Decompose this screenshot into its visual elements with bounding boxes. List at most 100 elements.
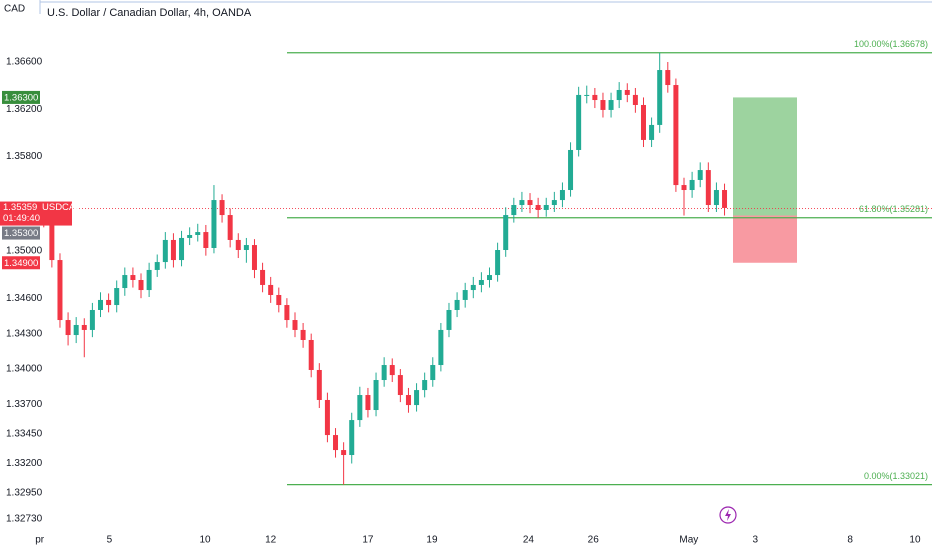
- candle-body: [665, 70, 671, 86]
- candle-body: [649, 124, 655, 140]
- candle-body: [657, 70, 663, 125]
- y-tick-label: 1.36200: [6, 104, 43, 115]
- candle-body: [535, 205, 541, 210]
- candle-body: [122, 275, 128, 289]
- candle-body: [57, 260, 63, 321]
- candle-body: [341, 450, 347, 456]
- y-tick-label: 1.36600: [6, 57, 43, 68]
- candle-body: [235, 239, 241, 251]
- candle-body: [592, 94, 598, 101]
- x-tick-label: May: [679, 535, 698, 546]
- candle-body: [405, 395, 411, 406]
- candle-body: [179, 237, 185, 261]
- candle-body: [276, 294, 282, 306]
- candle-body: [49, 220, 55, 261]
- candle-body: [600, 100, 606, 110]
- y-tick-label: 1.33450: [6, 429, 43, 440]
- x-tick-label: 5: [107, 535, 113, 546]
- candle-body: [138, 279, 144, 291]
- x-tick-label: 3: [753, 535, 759, 546]
- candle-body: [219, 200, 225, 216]
- event-icon[interactable]: [719, 506, 737, 524]
- y-tick-label: 1.33700: [6, 399, 43, 410]
- symbol-label: USDCAD: [42, 202, 82, 213]
- y-tick-label: 1.32730: [6, 514, 43, 525]
- candle-body: [478, 279, 484, 285]
- candle-body: [106, 299, 112, 306]
- x-tick-label: 12: [265, 535, 277, 546]
- chart-title: U.S. Dollar / Canadian Dollar, 4h, OANDA: [47, 7, 252, 19]
- candle-body: [357, 395, 363, 421]
- candle-body: [365, 395, 371, 411]
- position-tag: [2, 90, 40, 104]
- candle-body: [551, 200, 557, 206]
- candle-body: [243, 245, 249, 251]
- candle-body: [422, 380, 428, 391]
- candle-body: [430, 365, 436, 381]
- candle-body: [195, 232, 201, 236]
- candle-body: [187, 235, 193, 238]
- x-tick-label: 10: [199, 535, 211, 546]
- candle-body: [89, 309, 95, 330]
- candle-body: [397, 375, 403, 396]
- candle-body: [576, 94, 582, 150]
- candle-body: [511, 205, 517, 216]
- position-tag: [2, 226, 40, 240]
- candle-body: [292, 320, 298, 330]
- candle-body: [462, 290, 468, 300]
- candle-body: [130, 275, 136, 280]
- candle-body: [673, 85, 679, 186]
- x-tick-label: pr: [35, 535, 45, 546]
- candle-body: [568, 149, 574, 191]
- y-tick-label: 1.35000: [6, 246, 43, 257]
- candle-body: [632, 94, 638, 105]
- candle-body: [333, 435, 339, 451]
- x-tick-label: 19: [426, 535, 438, 546]
- candle-body: [503, 215, 509, 251]
- candle-body: [616, 89, 622, 101]
- position-tag-label: 1.36300: [4, 92, 38, 103]
- candle-body: [162, 239, 168, 263]
- candle-body: [284, 305, 290, 321]
- profit-zone: [733, 97, 797, 216]
- position-tag-label: 1.35300: [4, 228, 38, 239]
- candle-body: [438, 329, 444, 366]
- candle-body: [146, 269, 152, 291]
- candle-body: [697, 170, 703, 180]
- candle-body: [373, 380, 379, 411]
- candle-body: [454, 299, 460, 310]
- candle-body: [608, 100, 614, 110]
- x-tick-label: 8: [847, 535, 853, 546]
- x-tick-label: 24: [523, 535, 535, 546]
- y-tick-label: 1.34600: [6, 293, 43, 304]
- candle-body: [527, 200, 533, 206]
- candle-body: [203, 232, 209, 248]
- fib-label: 0.00%(1.33021): [864, 471, 928, 481]
- candle-body: [65, 320, 71, 336]
- candle-body: [584, 94, 590, 96]
- y-tick-label: 1.35800: [6, 151, 43, 162]
- candle-body: [389, 365, 395, 376]
- candle-body: [227, 215, 233, 240]
- candle-body: [251, 245, 257, 270]
- candle-body: [170, 239, 176, 261]
- candle-body: [154, 262, 160, 270]
- candle-body: [705, 170, 711, 206]
- position-tag: [2, 256, 40, 270]
- candle-body: [470, 284, 476, 291]
- candle-body: [381, 365, 387, 381]
- fib-label: 100.00%(1.36678): [854, 39, 928, 49]
- candle-body: [689, 179, 695, 191]
- candle-body: [495, 250, 501, 276]
- candle-body: [349, 420, 355, 456]
- candle-body: [308, 339, 314, 370]
- current-price-label: 1.35359: [3, 202, 37, 213]
- candle-body: [260, 269, 266, 285]
- candle-body: [624, 89, 630, 95]
- candle-body: [713, 190, 719, 206]
- y-tick-label: 1.32950: [6, 488, 43, 499]
- candle-body: [268, 284, 274, 295]
- y-tick-label: 1.34000: [6, 364, 43, 375]
